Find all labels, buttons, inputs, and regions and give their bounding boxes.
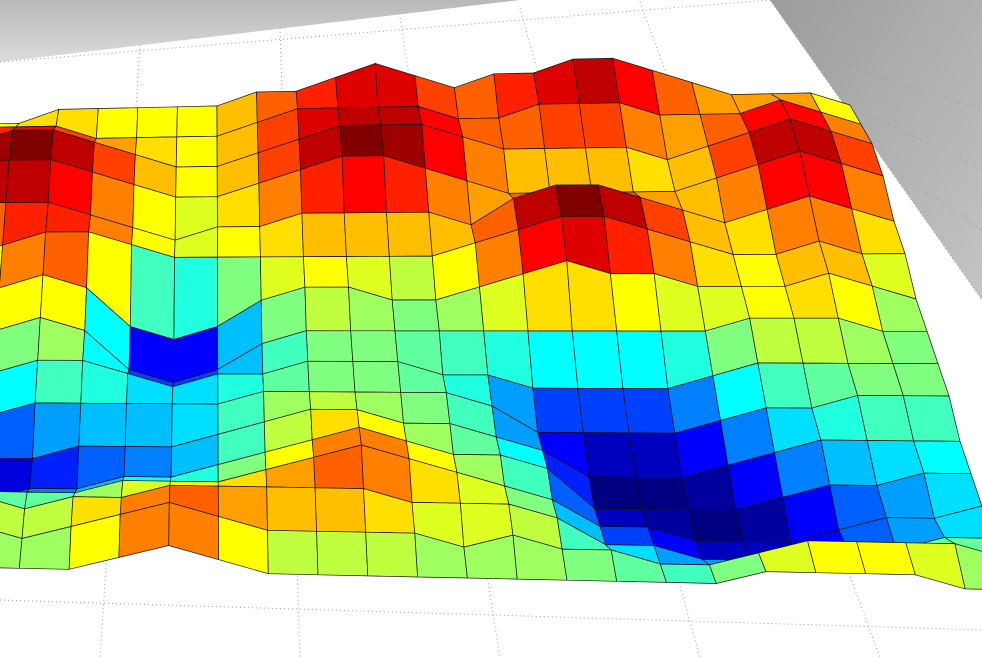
surface-cell bbox=[8, 129, 54, 161]
background bbox=[770, 0, 982, 300]
surface-cell bbox=[561, 548, 618, 582]
surface-cell bbox=[0, 402, 36, 459]
surface-cell bbox=[365, 531, 418, 578]
surface-cell bbox=[388, 255, 437, 301]
surface-cell bbox=[532, 387, 584, 433]
surface-cell bbox=[527, 330, 579, 389]
surface-cell bbox=[307, 360, 356, 393]
surface-cell bbox=[352, 361, 402, 393]
surface-cell bbox=[316, 530, 369, 577]
surface-cell bbox=[688, 508, 744, 542]
surface-cell bbox=[175, 166, 218, 198]
surface-cell bbox=[337, 106, 382, 126]
surface-cell bbox=[303, 256, 349, 288]
surface-cell bbox=[386, 211, 433, 257]
surface-cell bbox=[583, 432, 636, 478]
surface-cell bbox=[304, 286, 352, 332]
surface-cell bbox=[438, 330, 489, 376]
surface-cell bbox=[594, 507, 649, 528]
surface-cell bbox=[503, 148, 551, 194]
surface-cell bbox=[341, 155, 387, 214]
surface-cell bbox=[217, 226, 261, 258]
surface-cell bbox=[923, 472, 982, 519]
surface-cell bbox=[301, 212, 347, 258]
background bbox=[0, 0, 520, 62]
surface-cell bbox=[622, 388, 676, 434]
surface-cell bbox=[5, 159, 52, 203]
surface-cell bbox=[267, 529, 319, 576]
surface-cell bbox=[610, 273, 662, 332]
surface-cell bbox=[124, 403, 173, 448]
surface-cell bbox=[305, 330, 354, 362]
surface-cell bbox=[136, 106, 178, 138]
surface-cell bbox=[175, 135, 218, 168]
surface-cell bbox=[343, 212, 390, 257]
surface-cell bbox=[522, 260, 573, 332]
surface-cell bbox=[78, 402, 127, 447]
surface-cell bbox=[339, 124, 385, 157]
surface-cell bbox=[377, 106, 423, 126]
surface-cell bbox=[123, 446, 172, 478]
surface-cell bbox=[944, 537, 982, 552]
surface-cell bbox=[95, 107, 139, 139]
surface-cell bbox=[933, 505, 982, 539]
surface-cell bbox=[308, 391, 358, 411]
surface-cell bbox=[129, 244, 175, 340]
surface-cell bbox=[314, 487, 367, 533]
surface-cell bbox=[599, 526, 655, 546]
surface-cell bbox=[173, 256, 218, 340]
surface-cell bbox=[572, 57, 620, 104]
surface-cell bbox=[538, 103, 586, 149]
surface-cell bbox=[266, 486, 317, 532]
surface-cell bbox=[176, 105, 218, 138]
surface-cell bbox=[400, 391, 451, 424]
surface-cell bbox=[635, 476, 690, 510]
surface-cell bbox=[555, 184, 605, 217]
surface-cell bbox=[588, 476, 642, 510]
surface-cell bbox=[807, 540, 867, 575]
surface-cell bbox=[757, 362, 813, 409]
surface-cell bbox=[577, 387, 630, 434]
surface-cell bbox=[628, 432, 683, 479]
surface-cell bbox=[616, 330, 669, 389]
surface-cell bbox=[350, 330, 399, 362]
surface-cell bbox=[856, 541, 916, 576]
surface-cell bbox=[954, 543, 982, 590]
surface-cell bbox=[571, 330, 624, 389]
surface-cell bbox=[659, 563, 717, 584]
surface-cell bbox=[34, 359, 84, 404]
surface bbox=[0, 57, 982, 590]
surface-cell bbox=[391, 299, 440, 332]
surface-cell bbox=[578, 102, 627, 149]
